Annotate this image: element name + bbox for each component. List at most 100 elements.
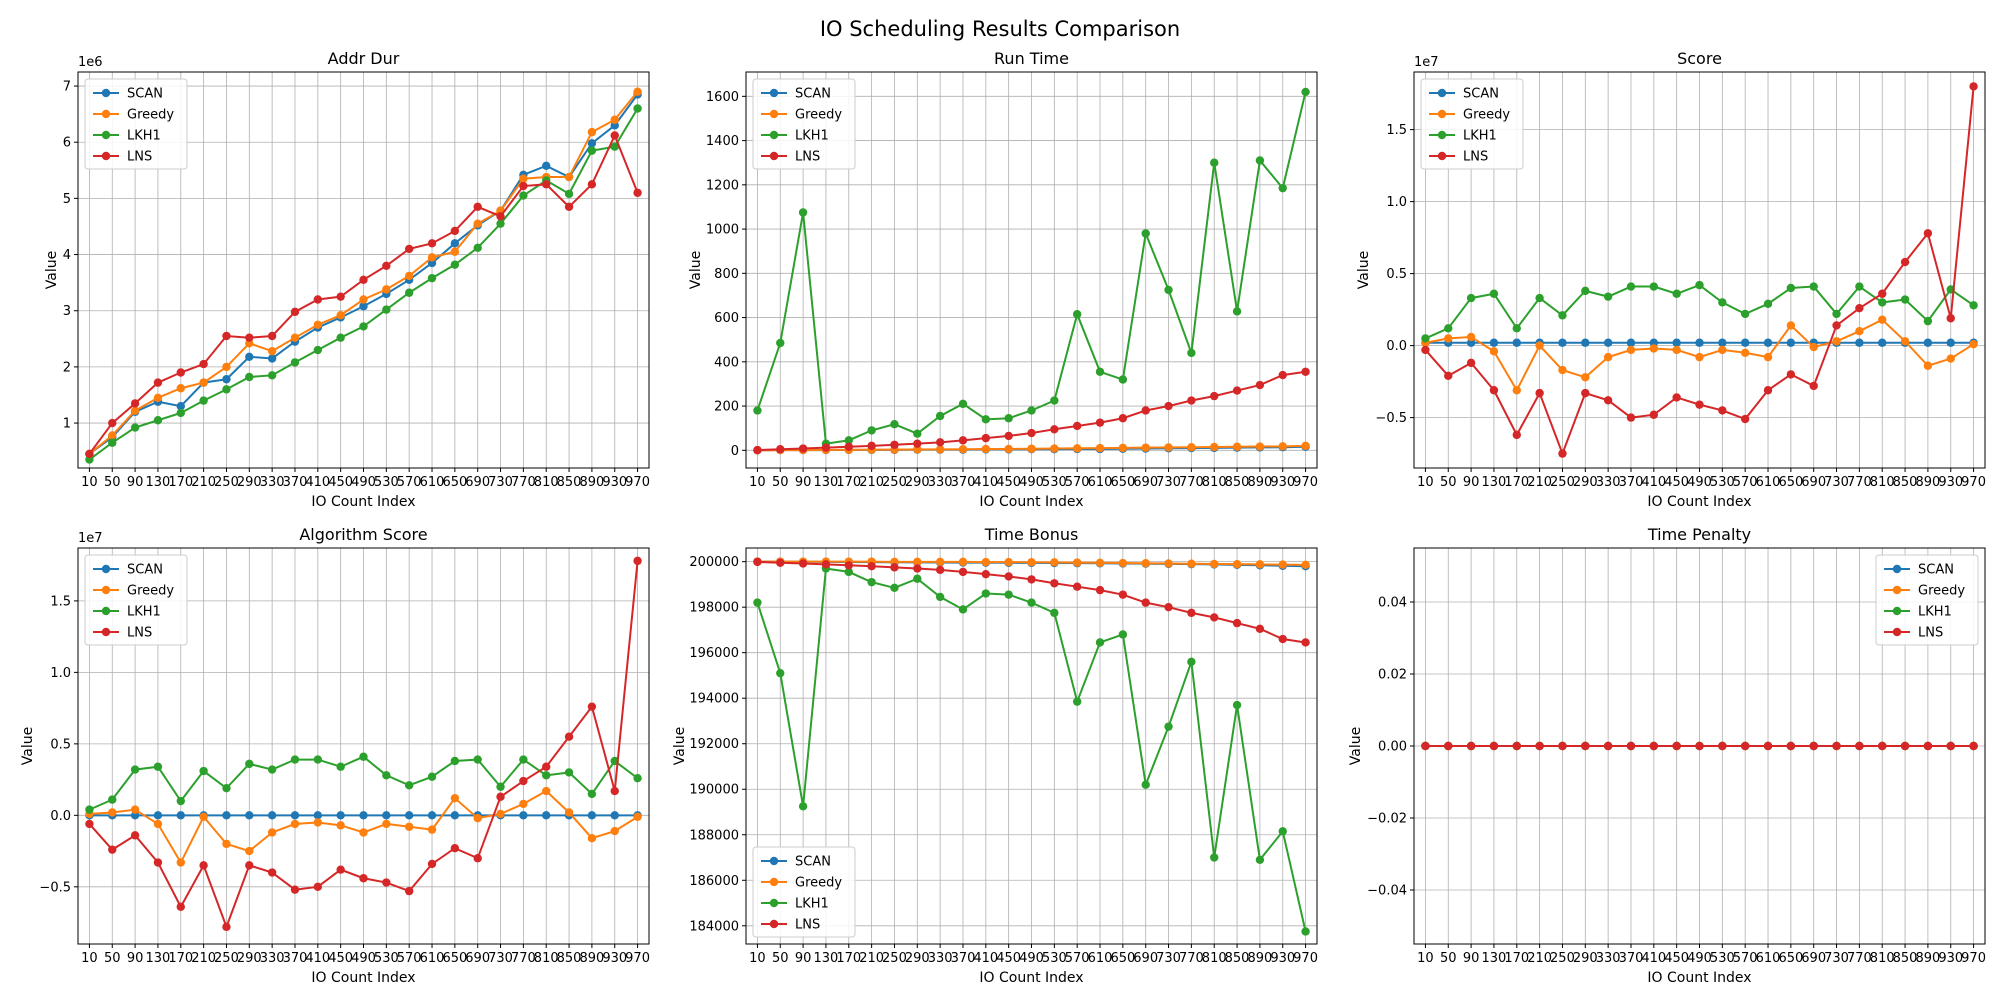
x-axis: 10 50 90 1301702102502903303704104504905305… (81, 468, 650, 490)
legend-label: Greedy (127, 108, 174, 123)
data-point-lns (108, 845, 117, 854)
data-point-greedy (587, 127, 597, 137)
data-point-lkh1 (1855, 282, 1864, 291)
x-tick-label: 690 (1133, 475, 1158, 490)
data-point-lns (913, 439, 922, 448)
x-tick-label: 410 (1641, 951, 1666, 966)
data-point-lkh1 (382, 305, 391, 314)
data-point-lkh1 (245, 372, 254, 382)
legend-box (752, 78, 856, 170)
data-point-greedy (1072, 558, 1082, 567)
x-tick-label: 50 (772, 475, 789, 490)
x-tick-label: 890 (579, 475, 604, 490)
data-point-lkh1 (1672, 289, 1681, 298)
data-point-lns (798, 559, 808, 568)
x-tick-label: 10 (81, 951, 98, 966)
data-point-lkh1 (1878, 298, 1887, 307)
data-point-greedy (427, 253, 437, 262)
x-tick-label: 250 (882, 475, 907, 490)
x-tick-label: 370 (1619, 951, 1644, 966)
x-tick-label: 330 (928, 951, 953, 966)
data-point-lkh1 (382, 771, 391, 780)
data-point-lns (519, 776, 528, 786)
data-point-lkh1 (1809, 282, 1818, 291)
data-point-greedy (199, 812, 208, 821)
data-point-greedy (1232, 559, 1242, 569)
x-tick-label: 930 (602, 475, 627, 490)
y-tick-label: 198000 (689, 601, 739, 616)
data-point-lns (1278, 370, 1287, 380)
y-axis-label: Value (688, 251, 704, 289)
legend-swatch-marker (101, 564, 111, 574)
data-point-lkh1 (1740, 309, 1750, 319)
legend-swatch-marker (769, 151, 779, 161)
legend-label: Greedy (795, 876, 842, 891)
data-point-lkh1 (1649, 282, 1659, 291)
data-point-lkh1 (1072, 310, 1082, 319)
data-point-lns (1141, 598, 1150, 607)
data-point-greedy (1626, 345, 1636, 355)
data-point-lns (1969, 82, 1978, 91)
data-point-lns (890, 440, 899, 449)
x-tick-label: 410 (1641, 475, 1666, 490)
legend-swatch-marker (101, 606, 111, 616)
y-tick-label: 1000 (706, 223, 739, 238)
x-tick-label: 810 (534, 951, 559, 966)
data-point-lns (542, 180, 551, 189)
x-tick-label: 370 (951, 475, 976, 490)
x-tick-label: 450 (328, 475, 353, 490)
data-point-lns (1421, 345, 1430, 355)
data-point-lns (981, 569, 991, 579)
y-tick-label: 200000 (689, 555, 739, 570)
legend: SCAN Greedy LKH1 LNS (1420, 78, 1524, 170)
data-point-greedy (1512, 386, 1521, 395)
data-point-lkh1 (1444, 324, 1453, 333)
data-point-lkh1 (981, 415, 991, 424)
x-tick-label: 410 (973, 475, 998, 490)
data-point-greedy (1672, 345, 1681, 355)
y-tick-label: 800 (714, 267, 739, 282)
x-tick-label: 930 (602, 951, 627, 966)
plot-area (1421, 741, 1978, 751)
data-point-lns (222, 331, 231, 341)
data-point-greedy (382, 285, 391, 294)
data-point-lns (867, 562, 876, 571)
data-point-lns (1878, 289, 1887, 298)
data-point-scan (1512, 338, 1521, 347)
x-tick-label: 890 (1247, 951, 1272, 966)
data-point-greedy (1141, 443, 1150, 452)
x-tick-label: 530 (374, 475, 399, 490)
subplot-1: 10 50 90 1301702102502903303704104504905305… (44, 49, 650, 510)
data-point-scan (245, 811, 254, 820)
x-tick-label: 290 (905, 951, 930, 966)
data-point-scan (1466, 338, 1476, 347)
subplot-title: Time Penalty (1647, 525, 1751, 544)
series-lns (1421, 82, 1978, 458)
data-point-lkh1 (267, 371, 277, 380)
data-point-lns (542, 762, 551, 771)
legend-label: LNS (795, 150, 820, 165)
legend: SCAN Greedy LKH1 LNS (84, 78, 188, 170)
data-point-lns (1946, 741, 1955, 751)
x-tick-label: 10 (749, 475, 766, 490)
data-point-lns (1489, 741, 1499, 751)
legend-box (1420, 78, 1524, 170)
data-point-lns (496, 792, 505, 801)
axis-offset-label: 1e6 (78, 55, 103, 70)
data-point-greedy (1095, 443, 1105, 453)
x-tick-label: 210 (859, 951, 884, 966)
x-tick-label: 450 (996, 475, 1021, 490)
subplot-title: Algorithm Score (299, 525, 427, 544)
data-point-greedy (1210, 559, 1219, 569)
data-point-lkh1 (1278, 183, 1287, 193)
legend-swatch-marker (101, 627, 111, 637)
data-point-scan (542, 161, 551, 171)
data-point-greedy (290, 333, 300, 342)
data-point-greedy (1786, 321, 1796, 330)
data-point-lkh1 (1187, 657, 1196, 666)
x-tick-label: 770 (1179, 951, 1204, 966)
data-point-lkh1 (290, 358, 300, 367)
plot-area (1421, 82, 1978, 458)
y-tick-label: 184000 (689, 919, 739, 934)
data-point-scan (359, 302, 368, 311)
